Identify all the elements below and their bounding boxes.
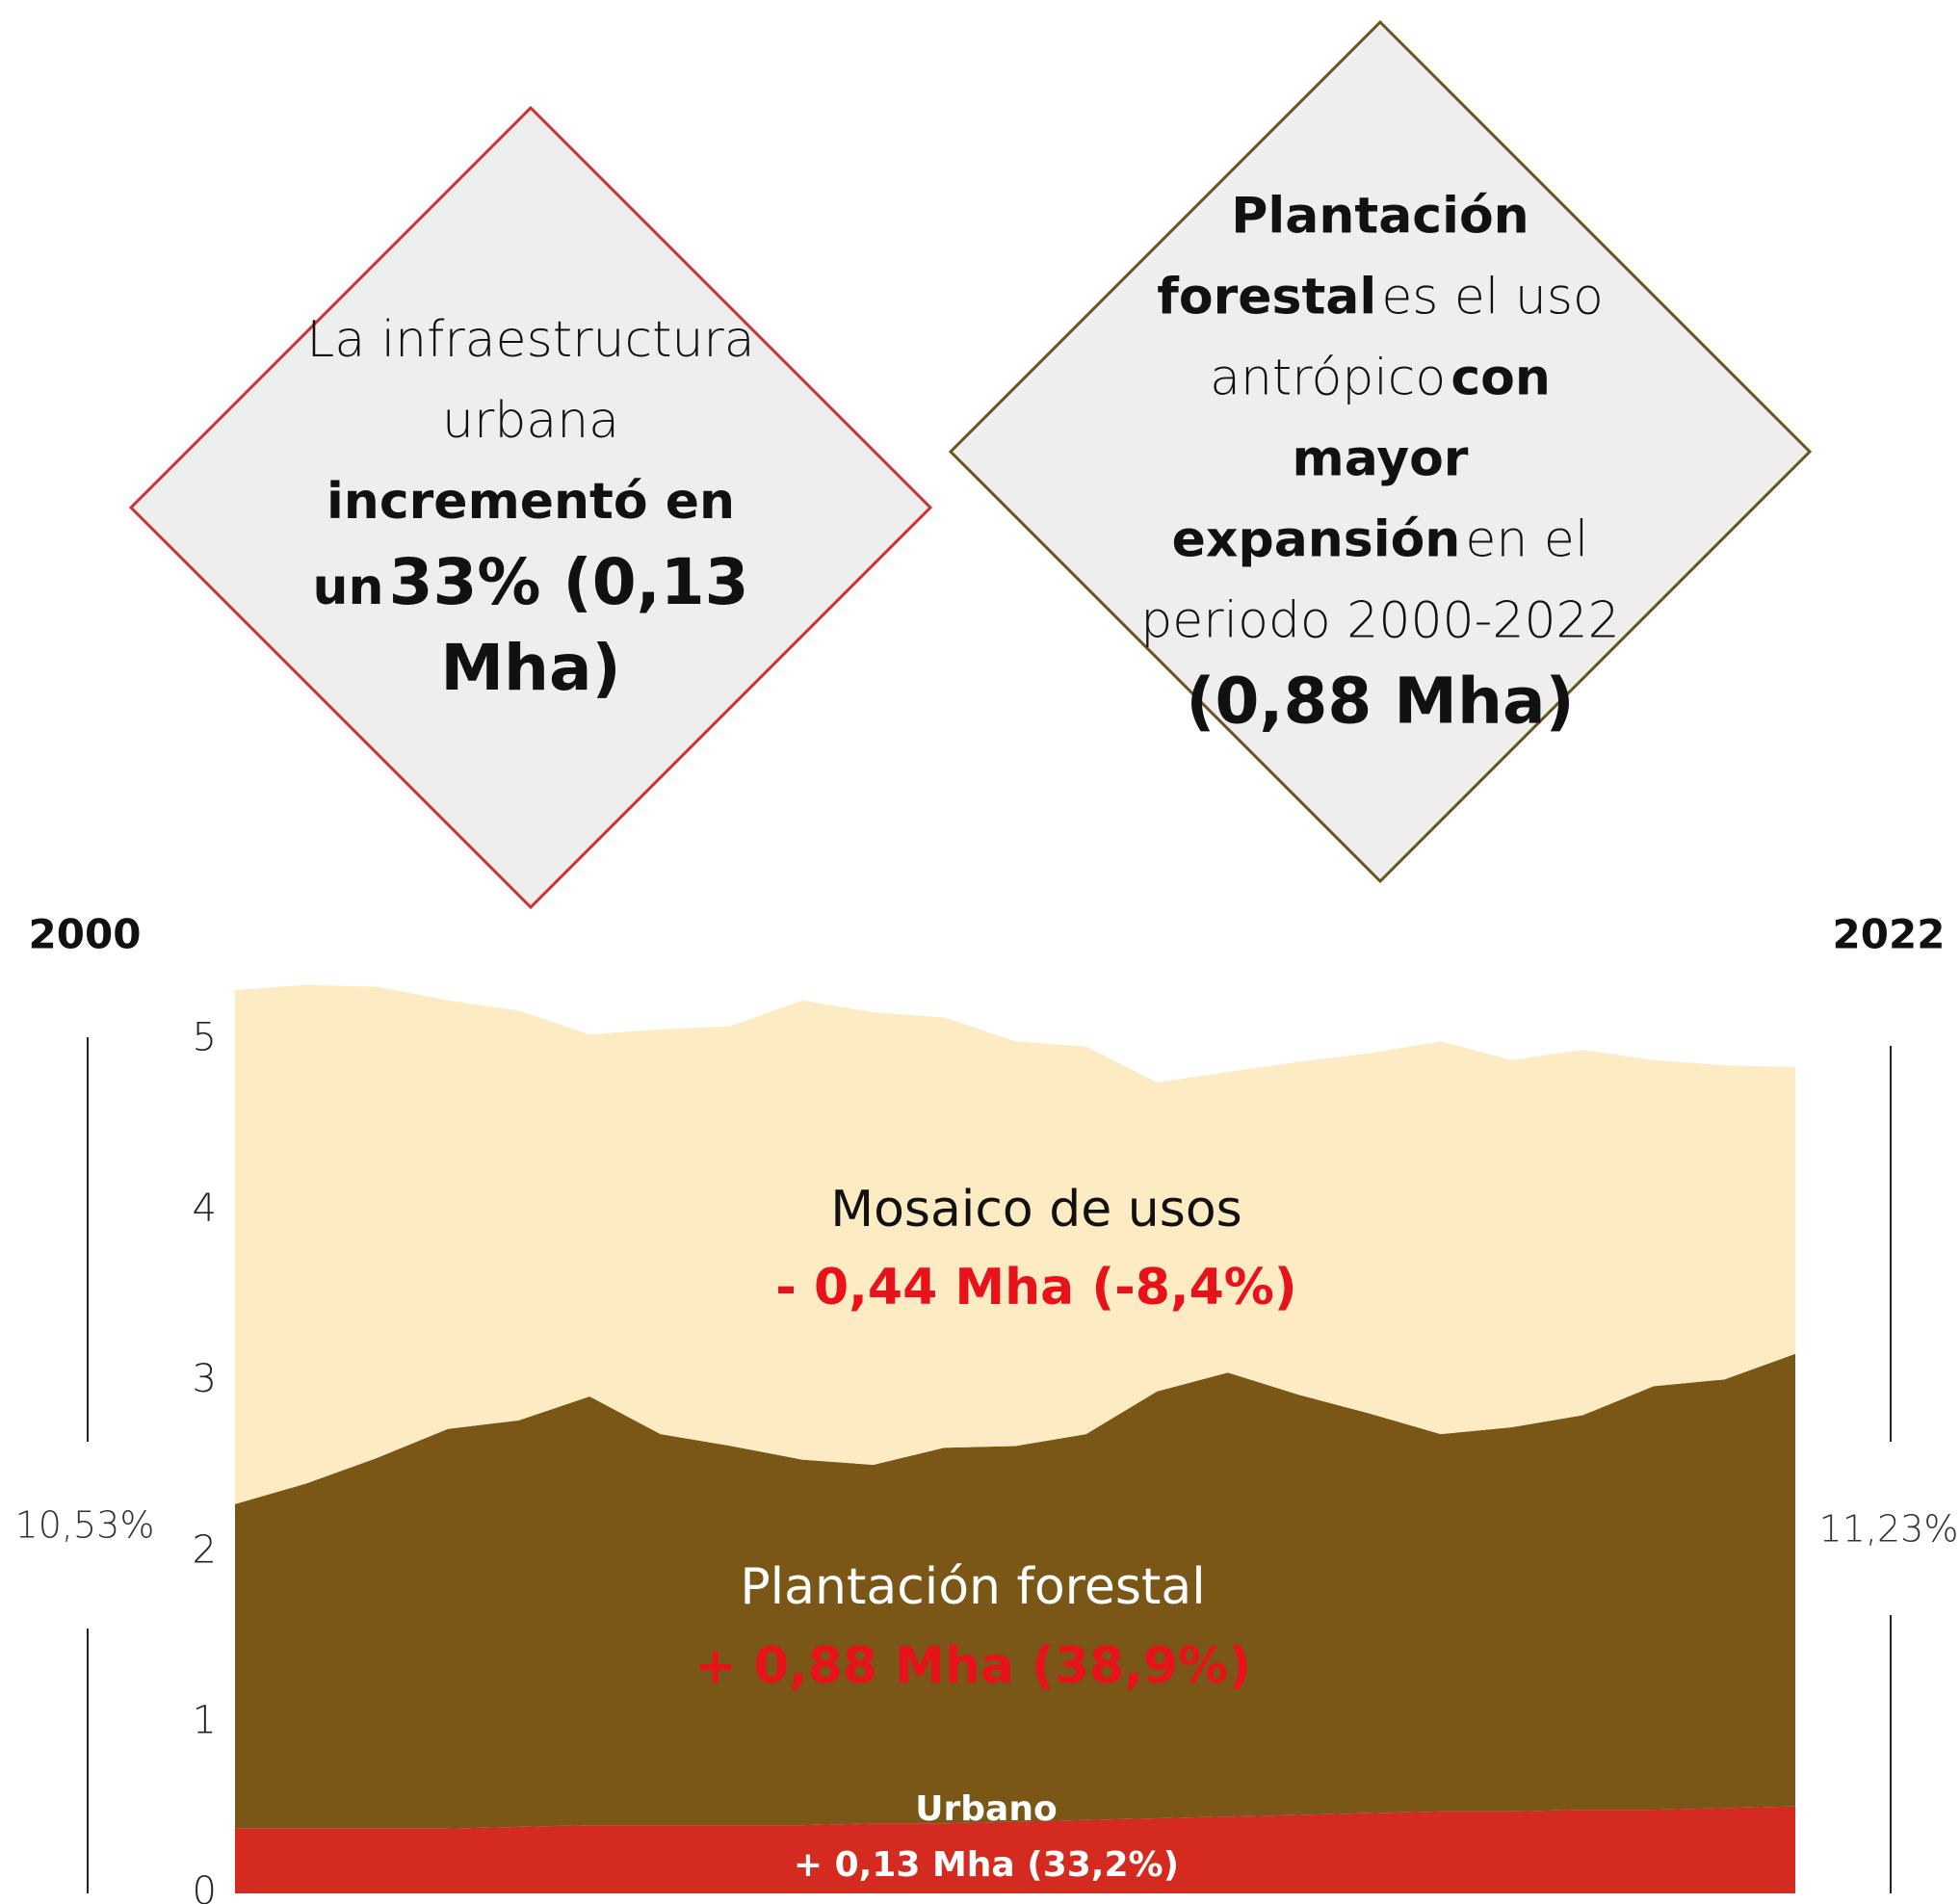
side-label: 10,53% <box>15 1504 155 1547</box>
y-tick-label: 2 <box>193 1527 217 1572</box>
callout-segment: Plantación forestal <box>1157 187 1529 326</box>
callout-segment: 33% (0,13 Mha) <box>388 545 749 705</box>
x-tick-label: 2000 <box>29 911 142 958</box>
side-label: 11,23% <box>1819 1508 1959 1551</box>
callout-text: La infraestructura urbana incrementó en … <box>290 305 771 719</box>
callout-segment: en el periodo 2000-2022 <box>1140 510 1620 650</box>
series-name: Urbano <box>915 1789 1057 1829</box>
series-label: + 0,13 Mha (33,2%) <box>794 1845 1179 1885</box>
y-tick-label: 3 <box>193 1357 217 1401</box>
callout-diamond <box>128 105 933 910</box>
callout-segment: (0,88 Mha) <box>1186 664 1575 739</box>
callout-segment: es el uso antrópico <box>1210 268 1604 407</box>
y-tick-label: 0 <box>193 1869 217 1904</box>
callout-text: Plantación forestal es el uso antrópico … <box>1139 182 1621 753</box>
area <box>235 1353 1795 1829</box>
x-tick-label: 2022 <box>1833 911 1946 958</box>
callout-diamond <box>948 19 1813 884</box>
area <box>235 984 1795 1504</box>
callout-segment: con mayor expansión <box>1171 349 1551 569</box>
series-label: - 0,44 Mha (-8,4%) <box>775 1259 1296 1317</box>
series-name: Mosaico de usos <box>830 1181 1242 1239</box>
series-name: Plantación forestal <box>740 1558 1205 1616</box>
y-tick-label: 1 <box>193 1699 217 1743</box>
y-tick-label: 5 <box>193 1016 217 1060</box>
area <box>235 1806 1795 1893</box>
callout-segment: La infraestructura urbana <box>306 311 755 450</box>
series-label: + 0,88 Mha (38,9%) <box>694 1637 1251 1695</box>
y-tick-label: 4 <box>193 1187 217 1231</box>
callout-segment: incrementó en un <box>312 473 736 616</box>
